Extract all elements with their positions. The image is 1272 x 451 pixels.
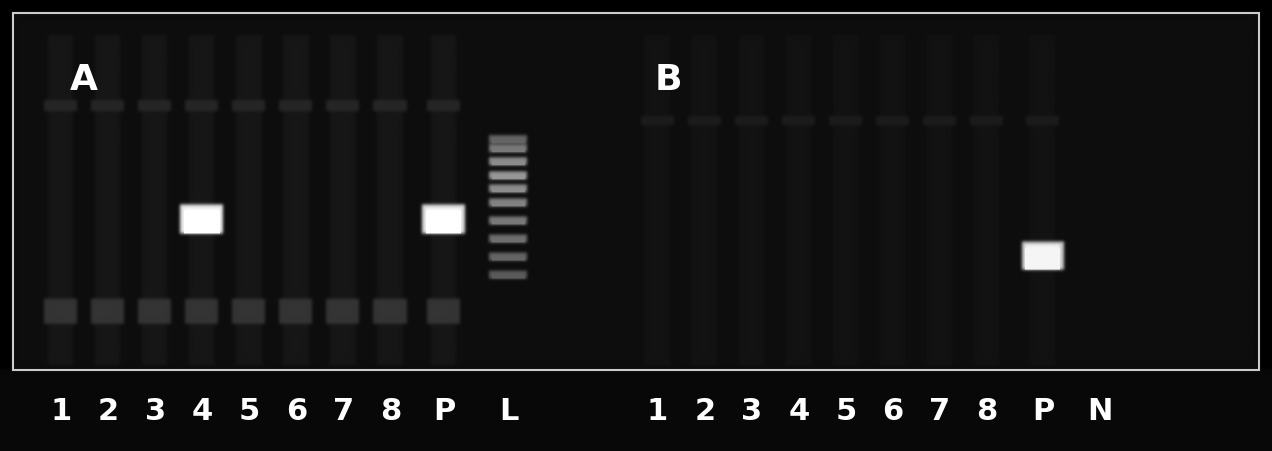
Text: 2: 2 (695, 396, 715, 425)
Text: P: P (432, 396, 455, 425)
Text: 5: 5 (836, 396, 856, 425)
Text: 1: 1 (51, 396, 71, 425)
Bar (13, 14, 1259, 370)
Text: 6: 6 (883, 396, 903, 425)
Text: 8: 8 (977, 396, 997, 425)
Text: 7: 7 (333, 396, 354, 425)
Text: 7: 7 (930, 396, 950, 425)
Text: N: N (1088, 396, 1113, 425)
Text: 4: 4 (789, 396, 809, 425)
Text: A: A (70, 63, 98, 97)
Text: B: B (655, 63, 683, 97)
Text: 3: 3 (742, 396, 762, 425)
Text: 2: 2 (98, 396, 118, 425)
Text: 4: 4 (192, 396, 212, 425)
Text: 1: 1 (647, 396, 668, 425)
Text: 5: 5 (239, 396, 259, 425)
Text: 8: 8 (380, 396, 401, 425)
Text: L: L (499, 396, 519, 425)
Text: 6: 6 (286, 396, 307, 425)
Text: P: P (1032, 396, 1054, 425)
Text: 3: 3 (145, 396, 165, 425)
